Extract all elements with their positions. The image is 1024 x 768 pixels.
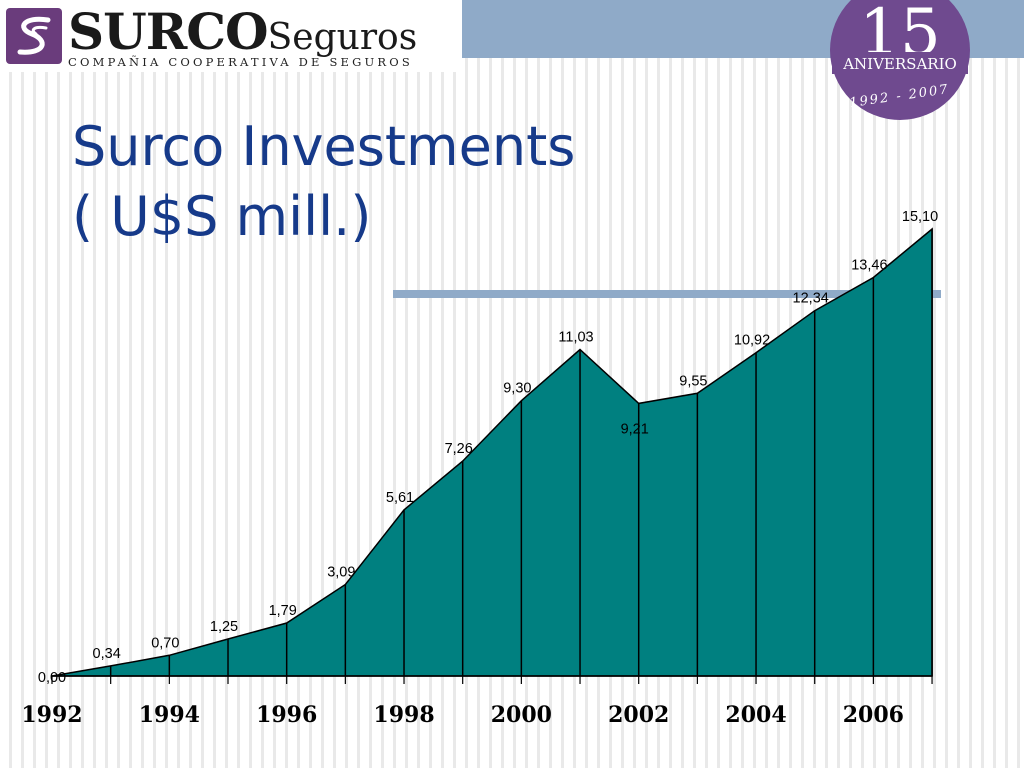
- logo-brand: SURCO: [68, 2, 269, 61]
- logo-brand-suffix: Seguros: [267, 17, 418, 58]
- company-logo: SURCOSeguros COMPAÑIA COOPERATIVA DE SEG…: [0, 0, 462, 72]
- data-label-2006: 13,46: [851, 258, 887, 274]
- data-label-2001: 11,03: [558, 329, 593, 345]
- anniversary-badge: 15 ANIVERSARIO 1992 - 2007: [830, 0, 970, 120]
- data-label-1996: 1,79: [269, 603, 297, 619]
- data-label-2000: 9,30: [503, 381, 531, 397]
- x-tick-label-2000: 2000: [491, 702, 552, 728]
- x-tick-label-2006: 2006: [843, 702, 904, 728]
- title-line-1: Surco Investments: [72, 115, 576, 178]
- data-label-1997: 3,09: [327, 565, 355, 581]
- data-label-1992: 0,00: [38, 670, 66, 686]
- x-tick-label-1994: 1994: [139, 702, 200, 728]
- data-label-1999: 7,26: [445, 441, 473, 457]
- page-title: Surco Investments ( U$S mill.): [72, 112, 575, 252]
- x-tick-label-2002: 2002: [608, 702, 669, 728]
- logo-wordmark: SURCOSeguros: [68, 2, 417, 61]
- x-tick-label-1992: 1992: [21, 702, 82, 728]
- title-line-2: ( U$S mill.): [72, 185, 372, 248]
- data-label-2002: 9,21: [621, 421, 649, 437]
- accent-line: [393, 290, 941, 298]
- surco-s-icon: [6, 8, 62, 64]
- data-label-2003: 9,55: [679, 373, 707, 389]
- x-tick-label-1996: 1996: [256, 702, 317, 728]
- logo-subtitle: COMPAÑIA COOPERATIVA DE SEGUROS: [68, 55, 413, 69]
- area-series: [51, 227, 933, 677]
- data-label-2004: 10,92: [734, 333, 770, 349]
- data-label-1998: 5,61: [386, 490, 414, 506]
- data-label-2007: 15,10: [902, 209, 938, 225]
- badge-label: ANIVERSARIO: [842, 55, 957, 73]
- x-tick-label-1998: 1998: [373, 702, 434, 728]
- data-label-1994: 0,70: [151, 635, 179, 651]
- x-tick-label-2004: 2004: [725, 702, 786, 728]
- data-label-1995: 1,25: [210, 619, 238, 635]
- data-label-1993: 0,34: [93, 646, 121, 662]
- data-label-2005: 12,34: [793, 291, 829, 307]
